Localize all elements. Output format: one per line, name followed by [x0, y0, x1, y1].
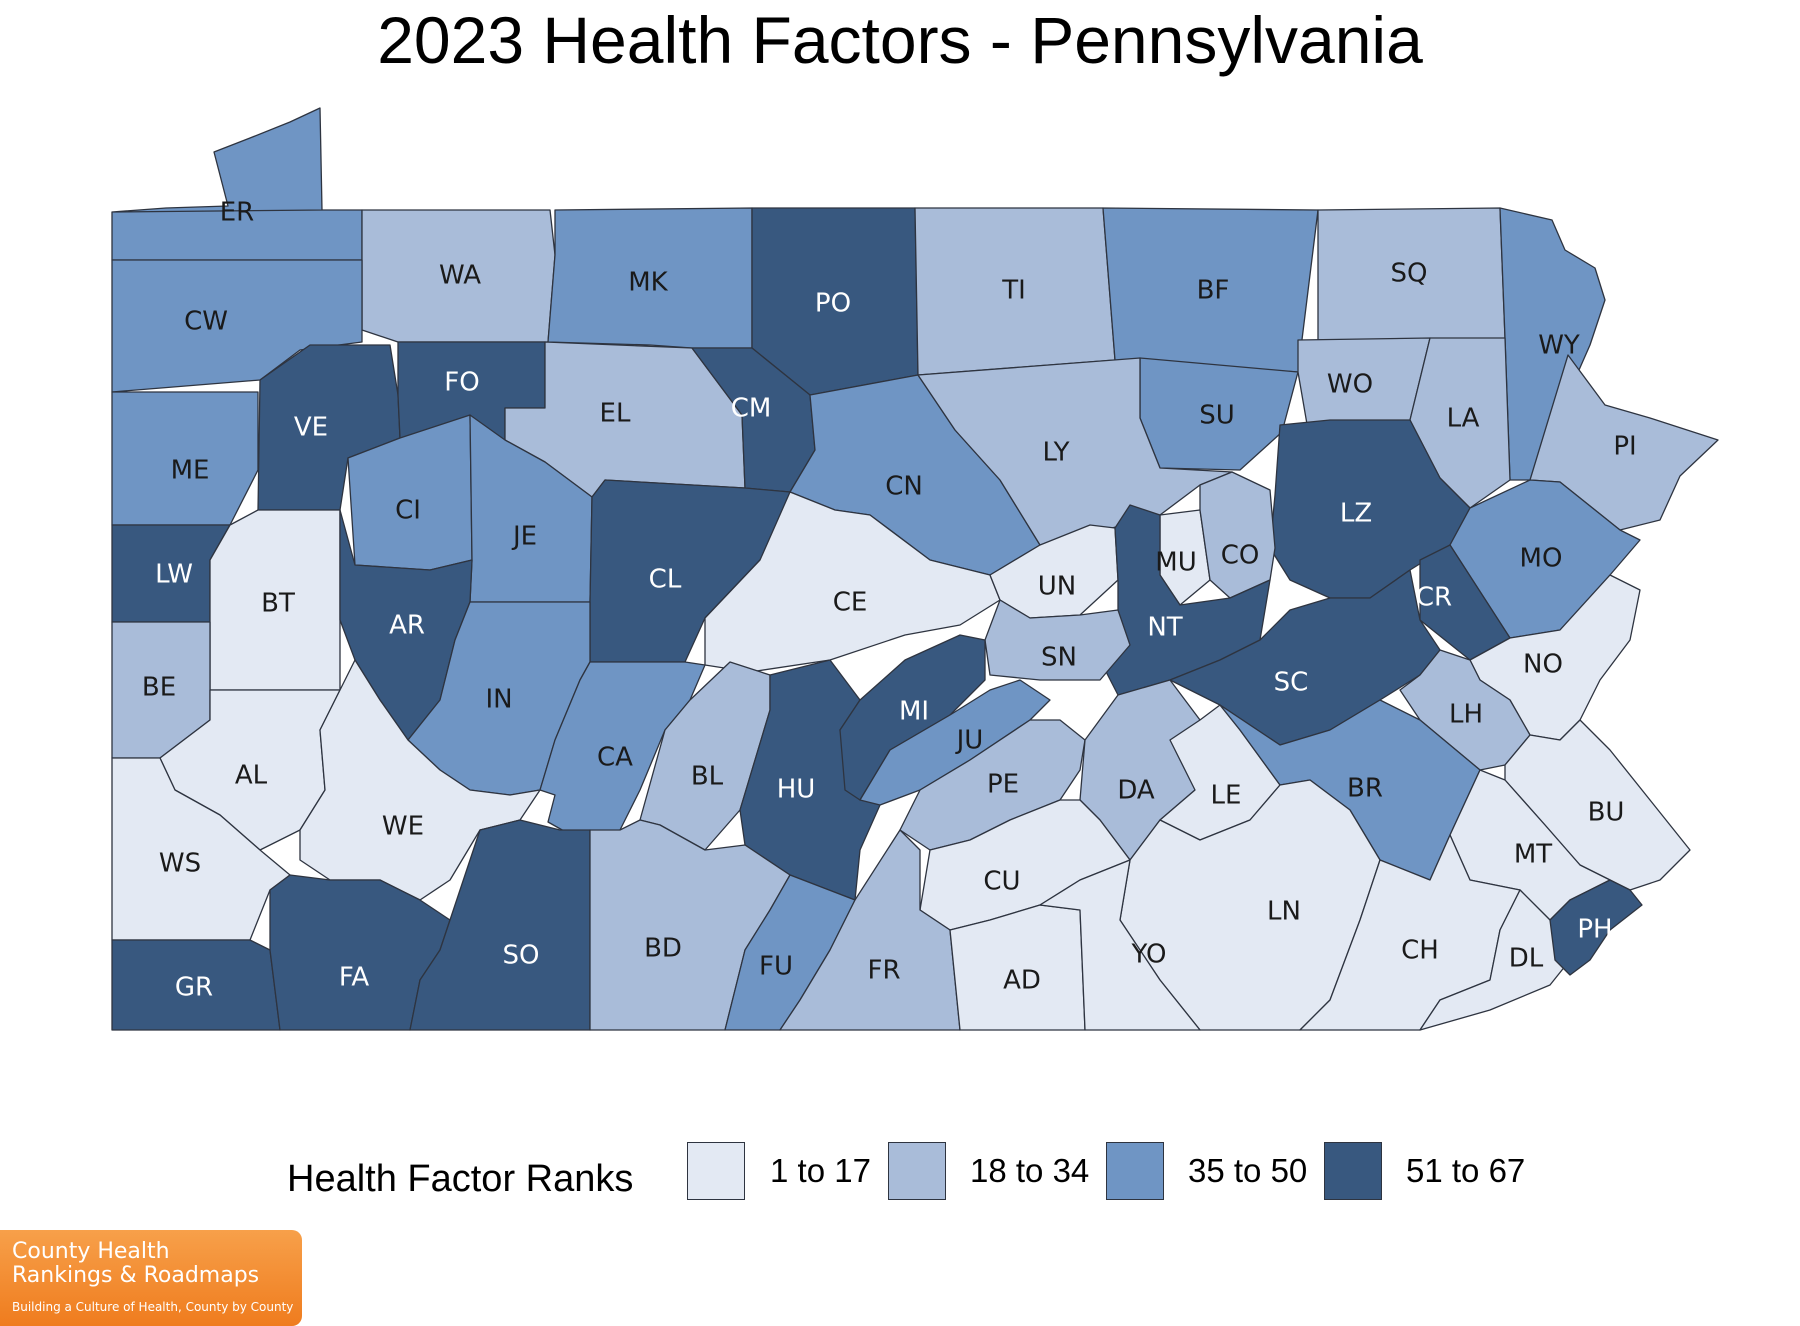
legend-label-1: 1 to 17 [770, 1152, 871, 1189]
county-label-sq: SQ [1391, 259, 1428, 289]
logo-line-2: Rankings & Roadmaps [12, 1263, 260, 1288]
county-label-ti: TI [1001, 276, 1026, 306]
county-label-bl: BL [691, 762, 724, 792]
county-label-le: LE [1211, 781, 1242, 811]
county-label-cr: CR [1416, 583, 1452, 613]
county-label-sc: SC [1274, 668, 1309, 698]
county-label-da: DA [1117, 776, 1155, 806]
county-label-mt: MT [1514, 840, 1552, 870]
county-sn [984, 599, 1131, 681]
county-label-hu: HU [777, 775, 816, 805]
county-me [111, 391, 259, 526]
county-label-mu: MU [1155, 548, 1196, 578]
legend-label-2: 18 to 34 [970, 1152, 1090, 1189]
county-label-wa: WA [439, 261, 481, 291]
county-dl [1419, 889, 1571, 1031]
map-legend: Health Factor Ranks 1 to 17 18 to 34 35 … [0, 1142, 1800, 1212]
county-label-je: JE [511, 522, 537, 552]
county-ph [1549, 879, 1643, 976]
county-label-fo: FO [444, 368, 479, 398]
county-label-su: SU [1199, 401, 1235, 431]
county-label-lw: LW [155, 560, 193, 590]
county-label-un: UN [1038, 572, 1076, 602]
county-label-ce: CE [833, 588, 868, 618]
county-pe [899, 719, 1086, 851]
county-label-me: ME [171, 456, 210, 486]
county-label-bt: BT [261, 589, 295, 619]
county-label-ci: CI [395, 496, 421, 526]
county-label-so: SO [503, 941, 540, 971]
county-label-ar: AR [389, 611, 425, 641]
county-label-fa: FA [339, 963, 370, 993]
county-label-ju: JU [955, 726, 984, 756]
county-label-cm: CM [731, 394, 772, 424]
county-health-rankings-logo: County Health Rankings & Roadmaps Buildi… [0, 1230, 302, 1326]
county-er [111, 107, 363, 261]
county-label-bu: BU [1588, 798, 1625, 828]
county-label-cu: CU [983, 867, 1020, 897]
county-label-mi: MI [899, 697, 929, 727]
county-label-bf: BF [1197, 276, 1230, 306]
county-label-wy: WY [1538, 331, 1580, 361]
county-label-la: LA [1447, 404, 1480, 434]
county-label-co: CO [1221, 541, 1260, 571]
county-yo [1039, 859, 1201, 1031]
county-label-no: NO [1523, 650, 1563, 680]
legend-title: Health Factor Ranks [287, 1158, 634, 1200]
logo-text: County Health Rankings & Roadmaps [12, 1240, 259, 1288]
county-label-ph: PH [1577, 915, 1612, 945]
county-label-er: ER [220, 198, 255, 228]
county-label-cl: CL [649, 565, 682, 595]
county-label-lz: LZ [1340, 499, 1372, 529]
county-label-wo: WO [1327, 370, 1373, 400]
county-label-yo: YO [1131, 940, 1167, 970]
county-label-be: BE [142, 673, 176, 703]
map-title: 2023 Health Factors - Pennsylvania [377, 3, 1423, 77]
pennsylvania-county-map: ER WA MK PO TI BF SQ WY CW VE FO EL CM SU WO LA PI ME CI JE… [111, 107, 1719, 1031]
county-label-gr: GR [175, 973, 213, 1003]
county-label-fr: FR [867, 956, 900, 986]
county-label-lh: LH [1449, 700, 1483, 730]
legend-swatch-3 [1106, 1142, 1164, 1200]
county-label-fu: FU [759, 952, 793, 982]
county-co [1199, 471, 1276, 599]
county-label-pi: PI [1613, 432, 1636, 462]
county-label-mk: MK [628, 268, 668, 298]
county-label-nt: NT [1147, 613, 1182, 643]
county-label-ws: WS [159, 849, 201, 879]
legend-label-4: 51 to 67 [1406, 1152, 1526, 1189]
county-label-mo: MO [1520, 544, 1563, 574]
county-label-al: AL [235, 761, 268, 791]
county-label-dl: DL [1509, 944, 1544, 974]
county-label-ve: VE [294, 413, 328, 443]
county-label-br: BR [1347, 774, 1383, 804]
legend-swatch-2 [888, 1142, 946, 1200]
legend-swatch-4 [1324, 1142, 1382, 1200]
county-label-bd: BD [644, 934, 682, 964]
county-label-in: IN [485, 685, 512, 715]
county-label-we: WE [382, 812, 424, 842]
county-label-po: PO [815, 289, 851, 319]
county-label-pe: PE [987, 770, 1019, 800]
county-label-ln: LN [1267, 897, 1301, 927]
county-label-sn: SN [1041, 643, 1077, 673]
county-label-ad: AD [1003, 966, 1041, 996]
logo-line-1: County Health [12, 1239, 170, 1264]
logo-tagline: Building a Culture of Health, County by … [12, 1300, 294, 1314]
county-label-el: EL [600, 399, 631, 429]
county-label-cn: CN [885, 472, 923, 502]
county-label-ch: CH [1401, 936, 1439, 966]
county-label-cw: CW [184, 307, 228, 337]
county-label-ca: CA [597, 743, 633, 773]
legend-label-3: 35 to 50 [1188, 1152, 1308, 1189]
county-label-ly: LY [1043, 438, 1070, 468]
legend-swatch-1 [687, 1142, 745, 1200]
